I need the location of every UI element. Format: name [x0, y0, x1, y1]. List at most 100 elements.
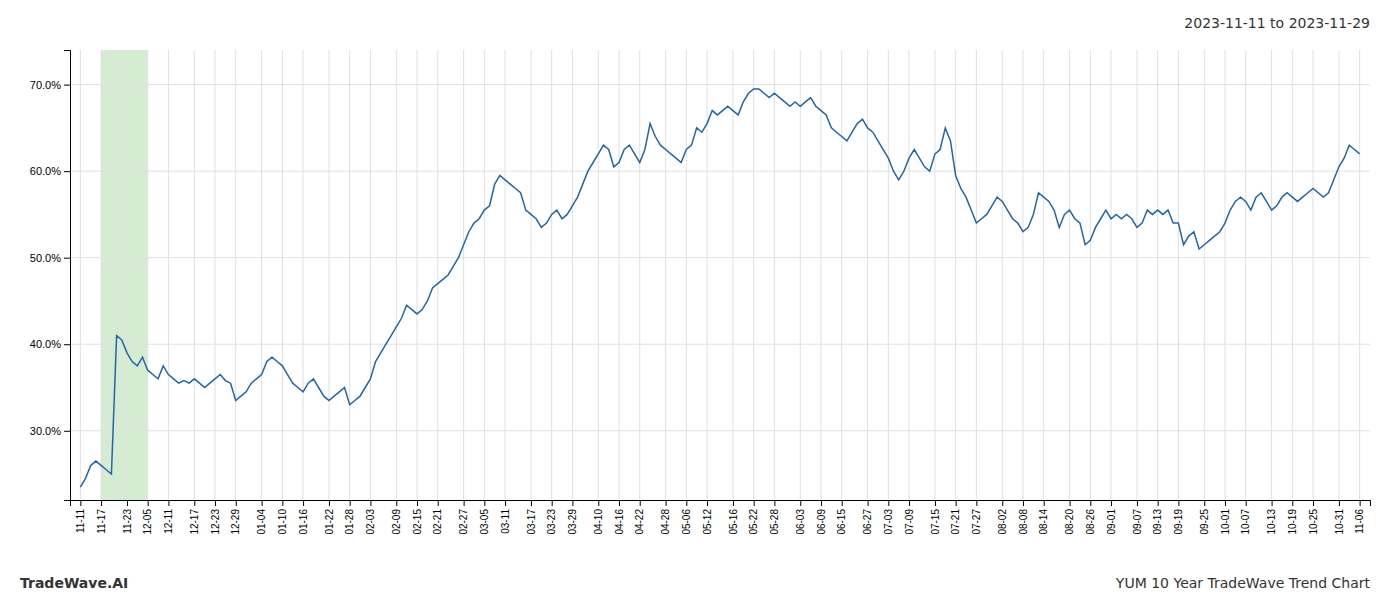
x-tick-mark — [1090, 500, 1091, 506]
x-tick-label: 04-16 — [614, 509, 625, 535]
x-tick-mark — [1225, 500, 1226, 506]
grid-line-x — [194, 50, 195, 500]
x-tick: 01-04 — [256, 500, 267, 535]
x-tick-mark — [1292, 500, 1293, 506]
x-tick-label: 01-10 — [277, 509, 288, 535]
x-axis-line — [71, 501, 1371, 507]
grid-line-y — [70, 257, 1370, 258]
x-tick-mark — [1313, 500, 1314, 506]
x-tick-label: 08-26 — [1085, 509, 1096, 535]
highlight-band — [101, 50, 148, 500]
x-tick: 05-22 — [748, 500, 759, 535]
plot: 30.0%40.0%50.0%60.0%70.0%11-1111-1711-23… — [30, 50, 1371, 535]
y-tick-label: 60.0% — [30, 165, 61, 177]
grid-line-x — [572, 50, 573, 500]
x-tick-mark — [774, 500, 775, 506]
grid-line-x — [505, 50, 506, 500]
grid-line-x — [820, 50, 821, 500]
x-tick-mark — [976, 500, 977, 506]
x-tick: 09-07 — [1132, 500, 1143, 535]
x-tick-mark — [438, 500, 439, 506]
grid-line-x — [1178, 50, 1179, 500]
grid-line-x — [686, 50, 687, 500]
x-tick-mark — [329, 500, 330, 506]
grid-line-x — [463, 50, 464, 500]
x-tick: 03-05 — [479, 500, 490, 535]
grid-line-x — [909, 50, 910, 500]
x-tick-label: 05-12 — [702, 509, 713, 535]
x-tick-label: 10-19 — [1287, 509, 1298, 535]
x-tick: 03-17 — [526, 500, 537, 535]
x-tick-label: 10-01 — [1220, 509, 1231, 535]
grid-line-x — [1157, 50, 1158, 500]
x-tick: 02-09 — [391, 500, 402, 535]
x-tick: 11-23 — [122, 500, 133, 534]
grid-line-x — [126, 50, 127, 500]
x-tick: 12-05 — [142, 500, 153, 535]
x-tick: 10-07 — [1240, 500, 1251, 535]
x-tick-mark — [1272, 500, 1273, 506]
x-tick-mark — [127, 500, 128, 506]
grid-line-y — [70, 171, 1370, 172]
x-tick: 05-06 — [681, 500, 692, 535]
x-tick: 09-19 — [1173, 500, 1184, 535]
x-tick: 04-28 — [660, 500, 671, 535]
y-tick: 70.0% — [30, 79, 70, 91]
x-tick: 11-06 — [1354, 500, 1365, 534]
x-tick-label: 04-22 — [634, 509, 645, 535]
grid-line-x — [1359, 50, 1360, 500]
x-tick-label: 01-22 — [324, 509, 335, 535]
x-tick-mark — [821, 500, 822, 506]
x-tick: 08-14 — [1038, 500, 1049, 535]
x-tick: 03-23 — [546, 500, 557, 535]
x-tick-label: 01-04 — [256, 509, 267, 535]
grid-line-x — [235, 50, 236, 500]
grid-line-x — [1224, 50, 1225, 500]
x-tick-mark — [707, 500, 708, 506]
x-tick-mark — [1158, 500, 1159, 506]
x-tick: 08-20 — [1064, 500, 1075, 535]
grid-line-x — [707, 50, 708, 500]
x-tick: 06-09 — [816, 500, 827, 535]
y-tick-label: 70.0% — [30, 79, 61, 91]
grid-line-x — [1002, 50, 1003, 500]
x-tick: 09-25 — [1199, 500, 1210, 535]
x-tick-mark — [350, 500, 351, 506]
grid-line-x — [215, 50, 216, 500]
grid-line-x — [370, 50, 371, 500]
x-tick-mark — [505, 500, 506, 506]
x-tick-label: 12-29 — [230, 509, 241, 535]
x-tick-mark — [640, 500, 641, 506]
x-tick: 09-01 — [1106, 500, 1117, 535]
x-tick-mark — [1137, 500, 1138, 506]
grid-line-x — [732, 50, 733, 500]
grid-line-x — [80, 50, 81, 500]
x-tick-mark — [194, 500, 195, 506]
grid-line-x — [551, 50, 552, 500]
x-tick: 01-28 — [344, 500, 355, 535]
x-tick-mark — [168, 500, 169, 506]
x-tick-mark — [598, 500, 599, 506]
grid-line-x — [1204, 50, 1205, 500]
x-tick-label: 07-09 — [904, 509, 915, 535]
x-tick-mark — [531, 500, 532, 506]
x-tick-mark — [282, 500, 283, 506]
x-tick: 04-16 — [614, 500, 625, 535]
x-tick-label: 09-19 — [1173, 509, 1184, 535]
x-tick-label: 03-05 — [479, 509, 490, 535]
x-tick: 01-22 — [324, 500, 335, 535]
x-tick-mark — [215, 500, 216, 506]
x-tick: 12-11 — [163, 500, 174, 534]
grid-line-x — [484, 50, 485, 500]
y-tick-mark — [64, 171, 70, 172]
x-tick: 04-10 — [593, 500, 604, 535]
x-tick-label: 04-28 — [660, 509, 671, 535]
line — [80, 89, 1359, 487]
x-tick-label: 02-21 — [432, 509, 443, 535]
x-tick-mark — [484, 500, 485, 506]
grid-line-x — [888, 50, 889, 500]
x-tick-label: 05-28 — [769, 509, 780, 535]
x-tick-label: 09-25 — [1199, 509, 1210, 535]
y-tick-mark — [64, 258, 70, 259]
x-tick-mark — [1002, 500, 1003, 506]
